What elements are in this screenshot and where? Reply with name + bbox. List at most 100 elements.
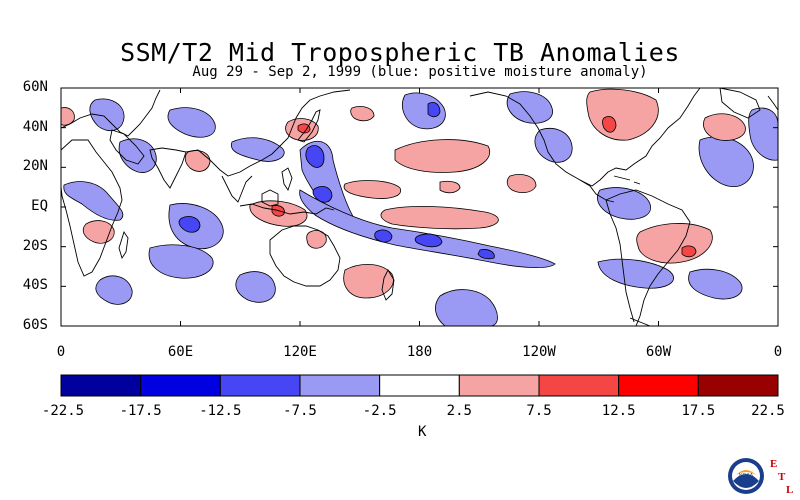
coastline-new-zealand — [381, 269, 395, 301]
lat-label: 60N — [22, 79, 48, 95]
colorbar-unit-label: K — [418, 424, 427, 440]
red-region-central-pacific — [394, 139, 491, 173]
colorbar-swatch — [140, 374, 221, 397]
coastline-south-america — [605, 189, 691, 326]
blue-region-south-africa — [95, 275, 133, 305]
colorbar-swatch — [697, 374, 779, 397]
blue-core-spcz-west — [374, 229, 393, 243]
chart-title: SSM/T2 Mid Tropospheric TB Anomalies — [120, 38, 680, 67]
noaa-logo-text: NOAA — [739, 473, 754, 479]
colorbar-label: 17.5 — [681, 403, 716, 419]
blue-core-western-pacific — [312, 186, 333, 203]
noaa-logo-gull — [736, 470, 756, 475]
chart-subtitle: Aug 29 - Sep 2, 1999 (blue: positive moi… — [192, 64, 648, 80]
strong-negative-cores — [178, 102, 495, 260]
colorbar-label: -2.5 — [362, 403, 397, 419]
colorbar-label: 7.5 — [526, 403, 552, 419]
colorbar-swatch — [458, 374, 540, 397]
lon-label: 0 — [773, 344, 783, 360]
coastline-europe-west — [767, 95, 778, 111]
red-region-far-north-pacific — [350, 106, 375, 122]
coastline-philippines — [281, 167, 293, 192]
colorbar-label: -17.5 — [119, 403, 162, 419]
red-region-mediterranean — [61, 107, 75, 126]
lat-label: 60S — [22, 317, 48, 333]
blue-region-india — [118, 138, 157, 173]
blue-region-atlantic-east — [748, 107, 778, 161]
red-region-south-america-east — [636, 223, 713, 264]
red-region-pacific-east — [506, 174, 537, 194]
colorbar-swatch — [618, 374, 699, 397]
lon-label: 60E — [167, 344, 194, 360]
lat-ticks — [61, 87, 778, 327]
blue-region-south-atlantic — [688, 268, 743, 300]
red-core-japan — [297, 123, 311, 134]
blue-region-china-north — [230, 137, 285, 162]
lon-label: 60W — [645, 344, 672, 360]
red-core-south-atlantic — [681, 245, 697, 258]
lat-label: 20N — [22, 158, 48, 175]
blue-region-pacific-northwest — [402, 92, 446, 130]
red-region-southern-indian — [82, 220, 115, 244]
blue-region-southern-ocean — [435, 289, 498, 326]
coastline-madagascar — [118, 230, 129, 260]
colorbar-label: 12.5 — [601, 403, 636, 419]
lat-label: EQ — [31, 198, 48, 214]
coastline-indochina — [221, 175, 253, 203]
blue-region-north-america — [534, 128, 573, 163]
coastline-borneo — [261, 189, 279, 207]
coastline-india — [149, 147, 187, 189]
lat-label: 40S — [22, 277, 48, 294]
blue-region-south-pacific-east — [597, 258, 674, 289]
blue-core-spcz-east — [477, 249, 495, 260]
colorbar-label: -12.5 — [199, 403, 242, 419]
coastlines — [61, 88, 778, 326]
coastline-antarctic-peninsula — [629, 317, 651, 326]
colorbar-swatch — [219, 374, 301, 397]
etl-letter-e: E — [770, 458, 777, 470]
blue-region-south-indian-west — [235, 271, 276, 303]
blue-region-africa-west — [63, 181, 124, 221]
lon-ticks — [60, 88, 779, 326]
coastline-japan — [297, 109, 321, 143]
colorbar — [60, 374, 779, 397]
blue-core-spcz-central — [414, 233, 443, 248]
coastline-south-america-west — [605, 199, 635, 323]
lon-label: 120W — [522, 344, 556, 360]
etl-letter-l: L — [786, 484, 793, 496]
noaa-etl-logo: NOAA E T L — [728, 458, 793, 496]
coastline-north-america — [469, 88, 701, 187]
coastline-asia-east — [185, 89, 351, 177]
noaa-logo-wave — [733, 474, 759, 488]
lon-label: 180 — [406, 344, 433, 360]
red-region-equatorial-pacific — [380, 206, 499, 230]
colorbar-swatch — [379, 374, 460, 397]
colorbar-label: 2.5 — [446, 403, 472, 419]
coastline-africa — [61, 139, 123, 277]
blue-core-east-asia — [305, 145, 325, 168]
red-region-atlantic-east — [703, 113, 746, 141]
blue-region-indian-ocean-far-south — [148, 244, 214, 279]
colorbar-label: -22.5 — [41, 403, 85, 419]
blue-region-north-pacific — [506, 91, 553, 124]
positive-anomaly-regions — [61, 88, 746, 299]
blue-region-spcz — [299, 189, 556, 269]
red-core-north-atlantic — [602, 116, 617, 133]
coastline-greenland — [719, 88, 761, 119]
blue-core-indian-ocean — [178, 216, 201, 233]
coastline-central-america — [579, 179, 615, 203]
blue-region-south-america-north — [597, 187, 651, 220]
red-region-pacific-northeast — [439, 180, 461, 194]
colorbar-swatch — [60, 374, 142, 397]
colorbar-swatch — [538, 374, 620, 397]
blue-core-arabia — [427, 102, 441, 118]
strong-positive-cores — [271, 116, 697, 258]
etl-letter-t: T — [778, 471, 786, 483]
coastline-australia — [269, 225, 341, 287]
red-region-pacific-west — [343, 180, 402, 199]
coastline-arabia — [109, 129, 145, 165]
lat-label: 40N — [22, 118, 48, 135]
colorbar-label: 22.5 — [751, 403, 785, 419]
lon-label: 0 — [56, 344, 66, 360]
